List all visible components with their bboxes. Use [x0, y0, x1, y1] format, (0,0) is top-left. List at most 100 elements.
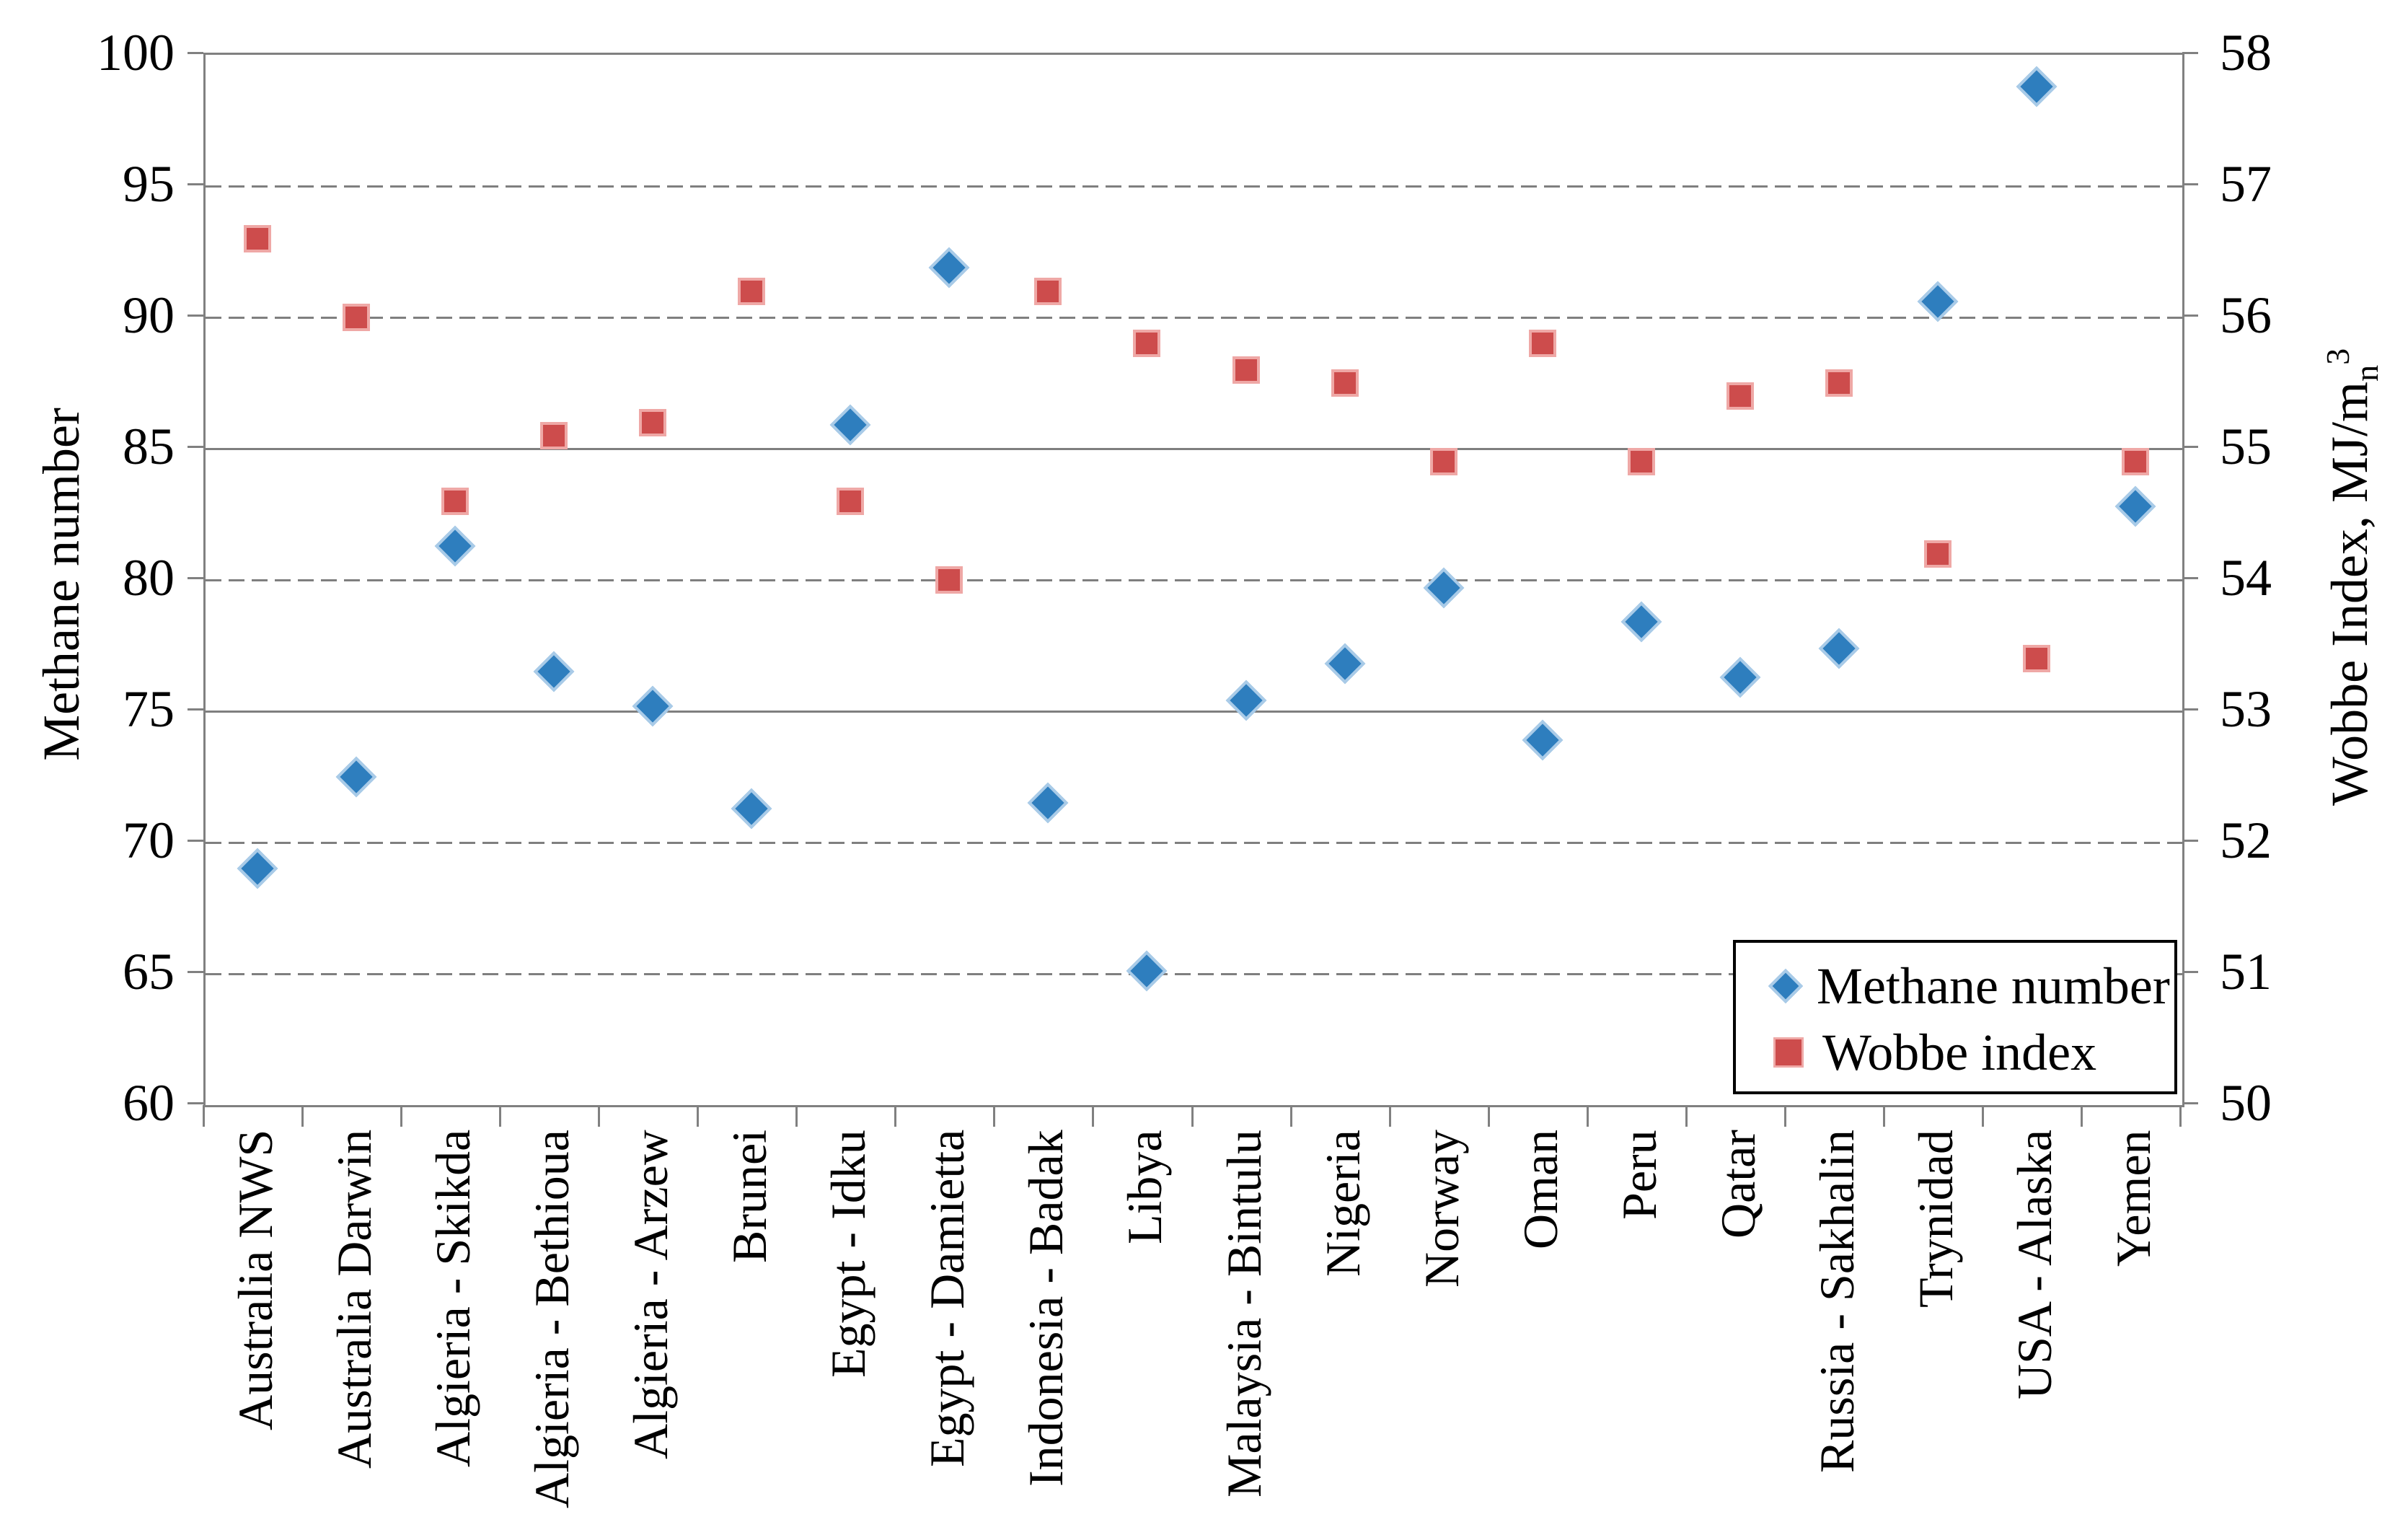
bottom-axis-tickmark-16 — [1783, 1105, 1786, 1127]
right-axis-tickmark-50 — [2182, 1102, 2198, 1104]
category-label-Russia - Sakhalin: Russia - Sakhalin — [1809, 1130, 1864, 1473]
methane-number-marker-Malaysia - Bintulu — [1225, 680, 1266, 721]
category-label-Trynidad: Trynidad — [1908, 1130, 1963, 1308]
bottom-axis-tickmark-12 — [1388, 1105, 1391, 1127]
left-axis-tickmark-85 — [188, 446, 203, 448]
category-label-Algieria - Skikda: Algieria - Skikda — [425, 1130, 481, 1468]
left-axis-tick-65: 65 — [123, 943, 175, 1000]
category-label-Libya: Libya — [1117, 1130, 1173, 1244]
right-axis-tickmark-56 — [2182, 315, 2198, 317]
legend-item-methane-number: Methane number — [1768, 953, 2174, 1019]
methane-number-marker-Egypt - Damietta — [929, 247, 970, 289]
methane-number-marker-USA - Alaska — [2016, 66, 2058, 107]
category-label-Egypt - Idku: Egypt - Idku — [821, 1130, 876, 1378]
wobbe-index-marker-Malaysia - Bintulu — [1232, 356, 1260, 384]
category-label-Qatar: Qatar — [1710, 1130, 1765, 1239]
right-axis-tick-58: 58 — [2220, 24, 2272, 82]
category-label-USA - Alaska: USA - Alaska — [2006, 1130, 2062, 1399]
methane-number-marker-Australia NWS — [237, 848, 278, 889]
methane-number-marker-Indonesia - Badak — [1028, 783, 1069, 824]
left-axis-tickmark-65 — [188, 971, 203, 973]
category-label-Norway: Norway — [1414, 1130, 1469, 1288]
right-axis-tick-51: 51 — [2220, 943, 2272, 1000]
left-axis-tickmark-95 — [188, 183, 203, 185]
category-label-Egypt - Damietta: Egypt - Damietta — [919, 1130, 975, 1468]
left-axis-tickmark-75 — [188, 708, 203, 711]
wobbe-index-marker-Peru — [1627, 448, 1655, 476]
wobbe-index-marker-Egypt - Idku — [837, 487, 865, 515]
bottom-axis-tickmark-6 — [795, 1105, 798, 1127]
wobbe-index-marker-Australia Darwin — [343, 304, 371, 331]
legend-label: Wobbe index — [1822, 1024, 2097, 1081]
right-axis-tick-50: 50 — [2220, 1074, 2272, 1132]
right-axis-tickmark-52 — [2182, 840, 2198, 842]
plot-area — [203, 53, 2184, 1107]
left-axis-tick-75: 75 — [123, 680, 175, 738]
right-axis-tickmark-51 — [2182, 971, 2198, 973]
left-axis-tick-70: 70 — [123, 812, 175, 869]
right-axis-tickmark-53 — [2182, 708, 2198, 711]
left-axis-tickmark-90 — [188, 315, 203, 317]
legend: Methane number Wobbe index — [1733, 940, 2177, 1094]
methane-number-marker-Norway — [1423, 567, 1464, 609]
right-axis-tick-57: 57 — [2220, 155, 2272, 213]
wobbe-index-marker-Algieria - Skikda — [441, 487, 469, 515]
bottom-axis-tickmark-8 — [993, 1105, 996, 1127]
gridline-65 — [206, 973, 2182, 975]
left-axis-tickmark-80 — [188, 577, 203, 579]
gridline-90 — [206, 317, 2182, 319]
bottom-axis-tickmark-3 — [499, 1105, 502, 1127]
blue-diamond-marker-icon — [1768, 968, 1804, 1004]
category-label-Indonesia - Badak: Indonesia - Badak — [1018, 1130, 1074, 1487]
wobbe-index-marker-Oman — [1528, 330, 1556, 358]
bottom-axis-tickmark-19 — [2080, 1105, 2083, 1127]
category-label-Brunei: Brunei — [722, 1130, 777, 1264]
category-label-Nigeria: Nigeria — [1315, 1130, 1370, 1277]
bottom-axis-tickmark-10 — [1191, 1105, 1194, 1127]
left-axis-tick-90: 90 — [123, 286, 175, 344]
gridline-70 — [206, 842, 2182, 844]
right-axis-title-main: Wobbe Index, MJ/m — [2320, 381, 2378, 806]
methane-number-marker-Algieria - Arzew — [632, 685, 674, 727]
left-axis-title: Methane number — [32, 408, 90, 761]
wobbe-index-marker-Yemen — [2121, 448, 2149, 476]
methane-number-marker-Nigeria — [1324, 643, 1365, 685]
wobbe-index-marker-Brunei — [738, 277, 766, 305]
bottom-axis-tickmark-1 — [301, 1105, 304, 1127]
wobbe-index-marker-Egypt - Damietta — [935, 566, 963, 594]
gridline-75 — [206, 711, 2182, 713]
bottom-axis-tickmark-9 — [1092, 1105, 1095, 1127]
right-axis-tick-56: 56 — [2220, 286, 2272, 344]
wobbe-index-marker-Qatar — [1726, 382, 1754, 410]
wobbe-index-marker-USA - Alaska — [2022, 645, 2050, 673]
right-axis-tick-53: 53 — [2220, 680, 2272, 738]
methane-number-marker-Peru — [1620, 601, 1662, 643]
left-axis-tickmark-100 — [188, 52, 203, 54]
wobbe-index-marker-Nigeria — [1331, 369, 1359, 397]
wobbe-index-marker-Indonesia - Badak — [1034, 277, 1062, 305]
bottom-axis-tickmark-7 — [894, 1105, 897, 1127]
bottom-axis-tickmark-20 — [2179, 1105, 2182, 1127]
wobbe-index-marker-Algieria - Bethioua — [540, 421, 568, 449]
methane-number-marker-Algieria - Skikda — [434, 525, 476, 566]
wobbe-index-marker-Norway — [1429, 448, 1457, 476]
bottom-axis-tickmark-0 — [203, 1105, 205, 1127]
methane-number-marker-Libya — [1126, 951, 1168, 992]
category-label-Peru: Peru — [1611, 1130, 1667, 1220]
gridline-85 — [206, 448, 2182, 450]
methane-number-marker-Trynidad — [1917, 281, 1959, 322]
bottom-axis-tickmark-4 — [598, 1105, 601, 1127]
legend-label: Methane number — [1817, 957, 2170, 1015]
methane-number-marker-Yemen — [2114, 485, 2156, 527]
bottom-axis-tickmark-2 — [400, 1105, 403, 1127]
right-axis-title-sub: n — [2348, 364, 2386, 382]
right-axis-tickmark-58 — [2182, 52, 2198, 54]
left-axis-tickmark-60 — [188, 1102, 203, 1104]
bottom-axis-tickmark-14 — [1586, 1105, 1589, 1127]
right-axis-tickmark-55 — [2182, 446, 2198, 448]
wobbe-index-marker-Russia - Sakhalin — [1825, 369, 1853, 397]
red-square-marker-icon — [1773, 1037, 1804, 1068]
right-axis-tickmark-54 — [2182, 577, 2198, 579]
wobbe-index-marker-Algieria - Arzew — [639, 408, 667, 436]
